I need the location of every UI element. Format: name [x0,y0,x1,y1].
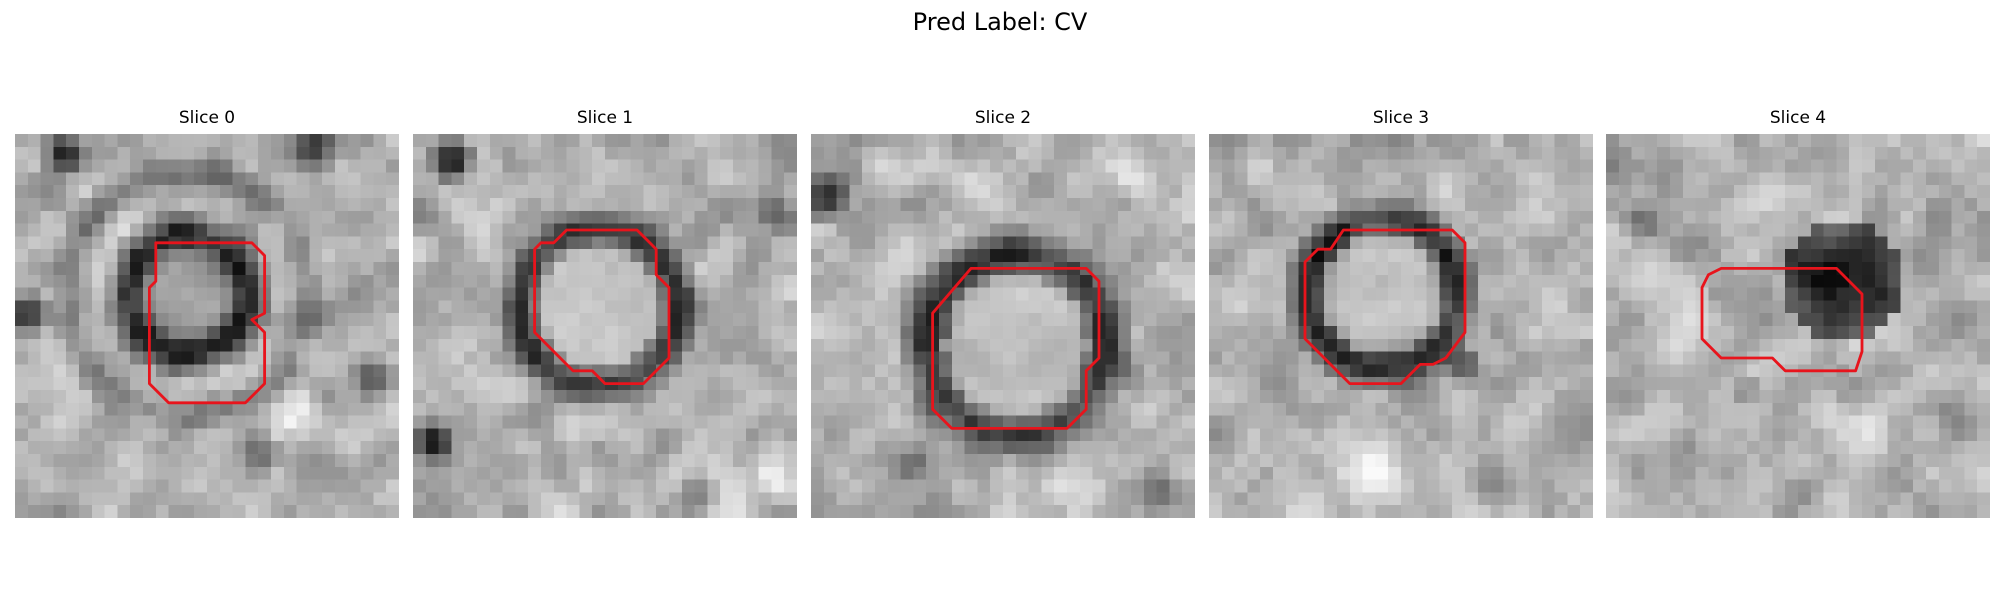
slice-image-0 [15,134,399,518]
slice-panel-3: Slice 3 [1209,107,1593,518]
slice-image-2 [811,134,1195,518]
slice-panel-0: Slice 0 [15,107,399,518]
slice-image-4 [1606,134,1990,518]
slice-panel-1: Slice 1 [413,107,797,518]
pixel-grid [15,134,399,518]
pixel-grid [1209,134,1593,518]
slice-panel-2: Slice 2 [811,107,1195,518]
segmentation-contour [533,228,671,386]
segmentation-contour [147,241,267,405]
slice-title: Slice 1 [576,108,634,128]
slice-title: Slice 0 [178,108,236,128]
pixel-grid [811,134,1195,518]
segmentation-contour [1303,228,1467,386]
slice-panel-4: Slice 4 [1606,107,1990,518]
slice-image-1 [413,134,797,518]
slice-title: Slice 3 [1372,108,1430,128]
slice-title: Slice 4 [1769,108,1827,128]
figure-title: Pred Label: CV [912,8,1088,36]
slice-title: Slice 2 [974,108,1032,128]
segmentation-contour [931,266,1101,430]
pixel-grid [413,134,797,518]
segmentation-contour [1700,266,1864,373]
slice-image-3 [1209,134,1593,518]
pixel-grid [1606,134,1990,518]
